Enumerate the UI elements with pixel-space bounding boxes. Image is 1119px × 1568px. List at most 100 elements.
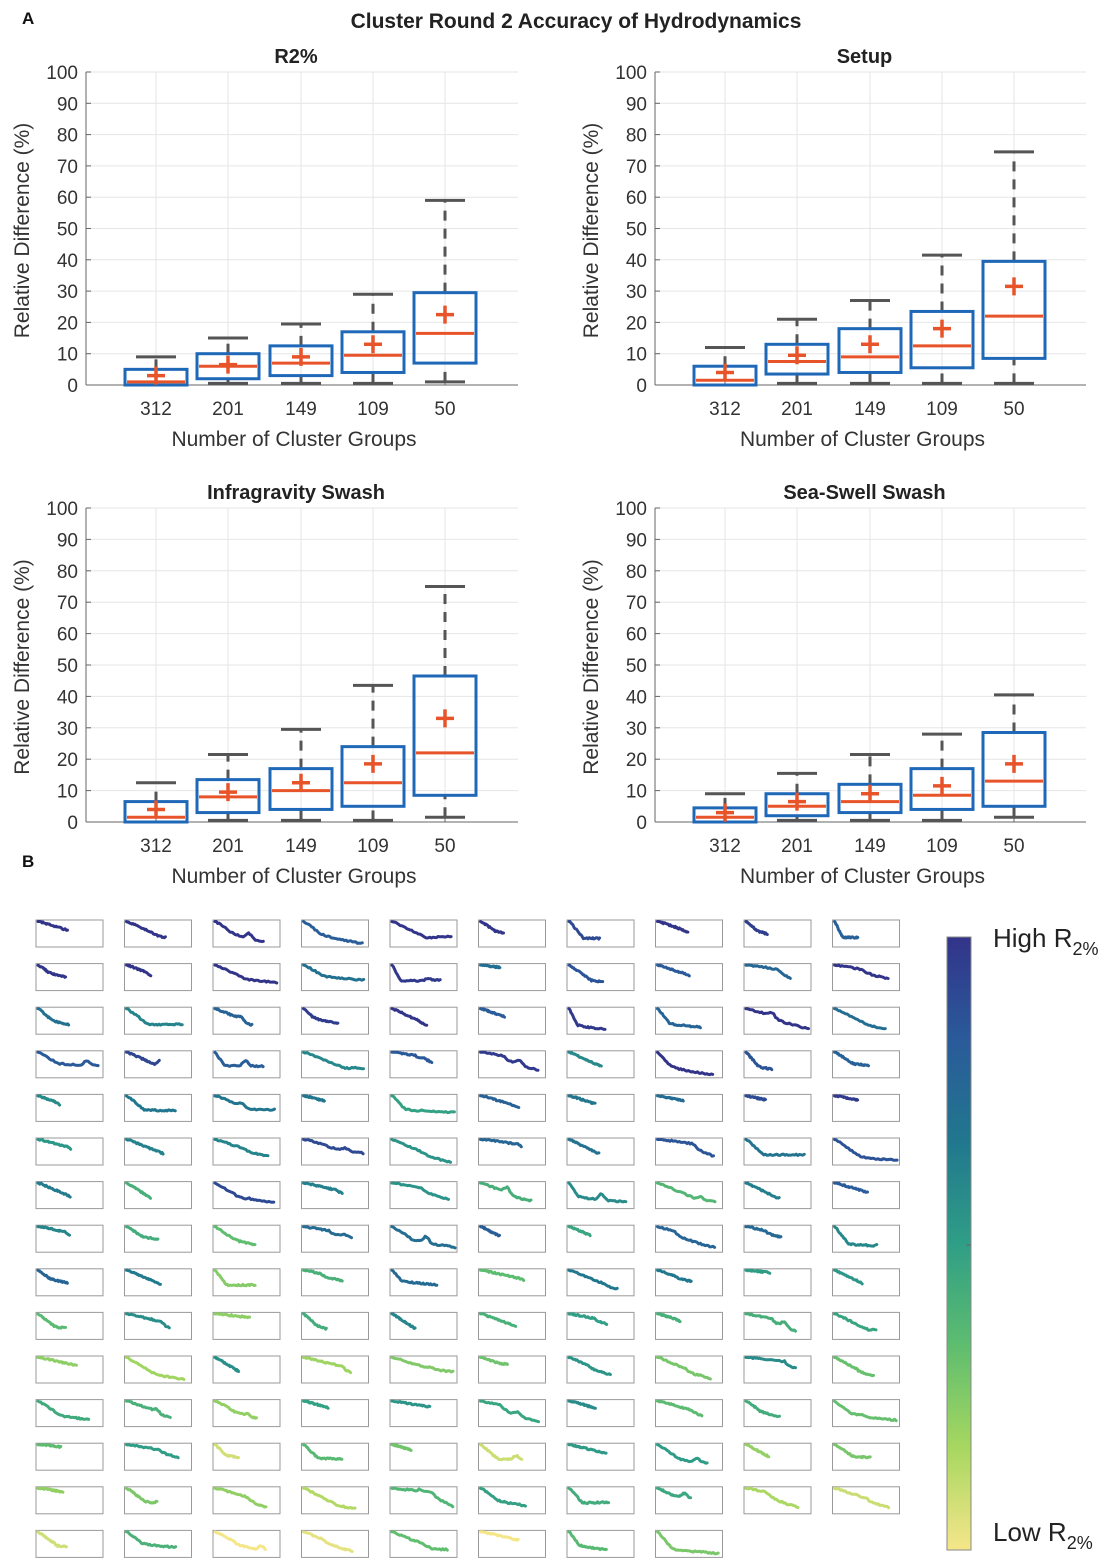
mean-marker	[1005, 277, 1023, 296]
profile-curve	[744, 1225, 783, 1239]
x-tick-label: 312	[140, 399, 172, 420]
box-iqr	[981, 259, 1047, 360]
profile-curve	[744, 1050, 774, 1072]
y-tick-label: 0	[67, 376, 78, 397]
profile-curve	[302, 1530, 354, 1553]
y-tick-label: 50	[57, 656, 78, 677]
profile-curve	[656, 1399, 704, 1418]
profile-curve	[479, 920, 505, 935]
profile-curve	[479, 1007, 506, 1019]
profile-curve	[833, 1356, 875, 1378]
profile-curve	[213, 1530, 267, 1551]
profile-curve	[125, 1268, 162, 1286]
y-tick-label: 80	[626, 562, 647, 583]
profile-curve	[125, 1050, 161, 1066]
mean-marker	[716, 363, 734, 382]
profile-curve	[302, 920, 364, 945]
y-tick-label: 60	[626, 188, 647, 209]
profile-curve	[479, 963, 502, 970]
profile-curve	[390, 1443, 413, 1452]
profile-curve	[125, 1399, 172, 1419]
profile-frame	[124, 1006, 192, 1035]
profile-curve	[125, 1312, 171, 1330]
profile-curve	[744, 1268, 772, 1275]
profile-curve	[390, 1225, 457, 1250]
profile-curve	[302, 963, 366, 982]
profile-curve	[833, 1486, 891, 1510]
panel-a-label: A	[22, 9, 34, 28]
y-tick-label: 90	[57, 530, 78, 551]
y-tick-label: 40	[57, 687, 78, 708]
profile-curve	[125, 1487, 159, 1505]
y-tick-label: 80	[57, 126, 78, 147]
profile-curve	[744, 1443, 771, 1459]
mean-marker	[933, 776, 951, 795]
profile-frame	[832, 1137, 900, 1166]
profile-frame	[478, 919, 546, 948]
box-iqr	[764, 342, 830, 376]
profile-curve	[36, 1181, 72, 1199]
profile-frame	[743, 1268, 812, 1297]
profile-frame	[566, 1486, 635, 1515]
profile-curve	[567, 1443, 608, 1455]
profile-curve	[36, 1530, 68, 1549]
box-iqr	[340, 330, 406, 374]
profile-frame	[743, 919, 812, 948]
profile-curve	[744, 920, 769, 936]
y-tick-label: 40	[626, 251, 647, 272]
profile-curve	[125, 1356, 186, 1381]
y-tick-label: 50	[57, 220, 78, 241]
x-axis-label: Number of Cluster Groups	[171, 428, 416, 451]
y-axis-label: Relative Difference (%)	[580, 123, 603, 339]
profile-curve	[479, 1356, 509, 1366]
profile-curve	[302, 1312, 328, 1331]
y-tick-label: 0	[67, 813, 78, 834]
colorbar-high-label: High R2%	[993, 923, 1099, 959]
profile-curve	[213, 1225, 257, 1247]
profile-curve	[479, 1443, 524, 1462]
x-tick-label: 149	[854, 399, 886, 420]
mean-marker	[861, 784, 879, 803]
profile-curve	[656, 1486, 693, 1500]
profile-curve	[302, 1007, 340, 1025]
y-tick-label: 70	[57, 593, 78, 614]
profile-curve	[36, 1356, 78, 1367]
profile-curve	[302, 1443, 344, 1461]
profile-curve	[390, 1530, 449, 1552]
profile-curve	[302, 1050, 365, 1071]
profile-grid	[35, 919, 900, 1558]
x-tick-label: 149	[285, 399, 317, 420]
profile-curve	[390, 1007, 429, 1027]
profile-curve	[833, 1007, 887, 1031]
profile-frame	[389, 1093, 458, 1122]
profile-curve	[36, 1138, 73, 1151]
profile-curve	[390, 1399, 432, 1409]
profile-frame	[35, 1268, 104, 1297]
profile-frame	[35, 1529, 104, 1558]
profile-curve	[36, 1094, 62, 1107]
x-tick-label: 201	[212, 399, 244, 420]
profile-frame	[832, 1093, 900, 1122]
y-tick-label: 20	[626, 750, 647, 771]
profile-frame	[655, 1006, 723, 1035]
profile-curve	[656, 1007, 702, 1030]
profile-curve	[567, 1530, 608, 1552]
x-tick-label: 109	[926, 399, 958, 420]
profile-curve	[479, 1399, 540, 1424]
profile-curve	[656, 1312, 682, 1324]
profile-frame	[301, 1006, 369, 1035]
profile-curve	[213, 1050, 265, 1069]
profile-curve	[833, 1443, 872, 1460]
mean-marker	[933, 319, 951, 338]
profile-curve	[479, 1094, 521, 1109]
y-tick-label: 100	[46, 63, 78, 84]
profile-frame	[212, 1355, 281, 1384]
profile-curve	[567, 1356, 612, 1377]
profile-curve	[125, 920, 167, 940]
mean-marker	[147, 366, 165, 385]
profile-frame	[301, 1268, 369, 1297]
profile-frame	[35, 1355, 104, 1384]
profile-curve	[390, 963, 442, 983]
y-tick-label: 10	[57, 782, 78, 803]
profile-curve	[656, 1050, 715, 1077]
